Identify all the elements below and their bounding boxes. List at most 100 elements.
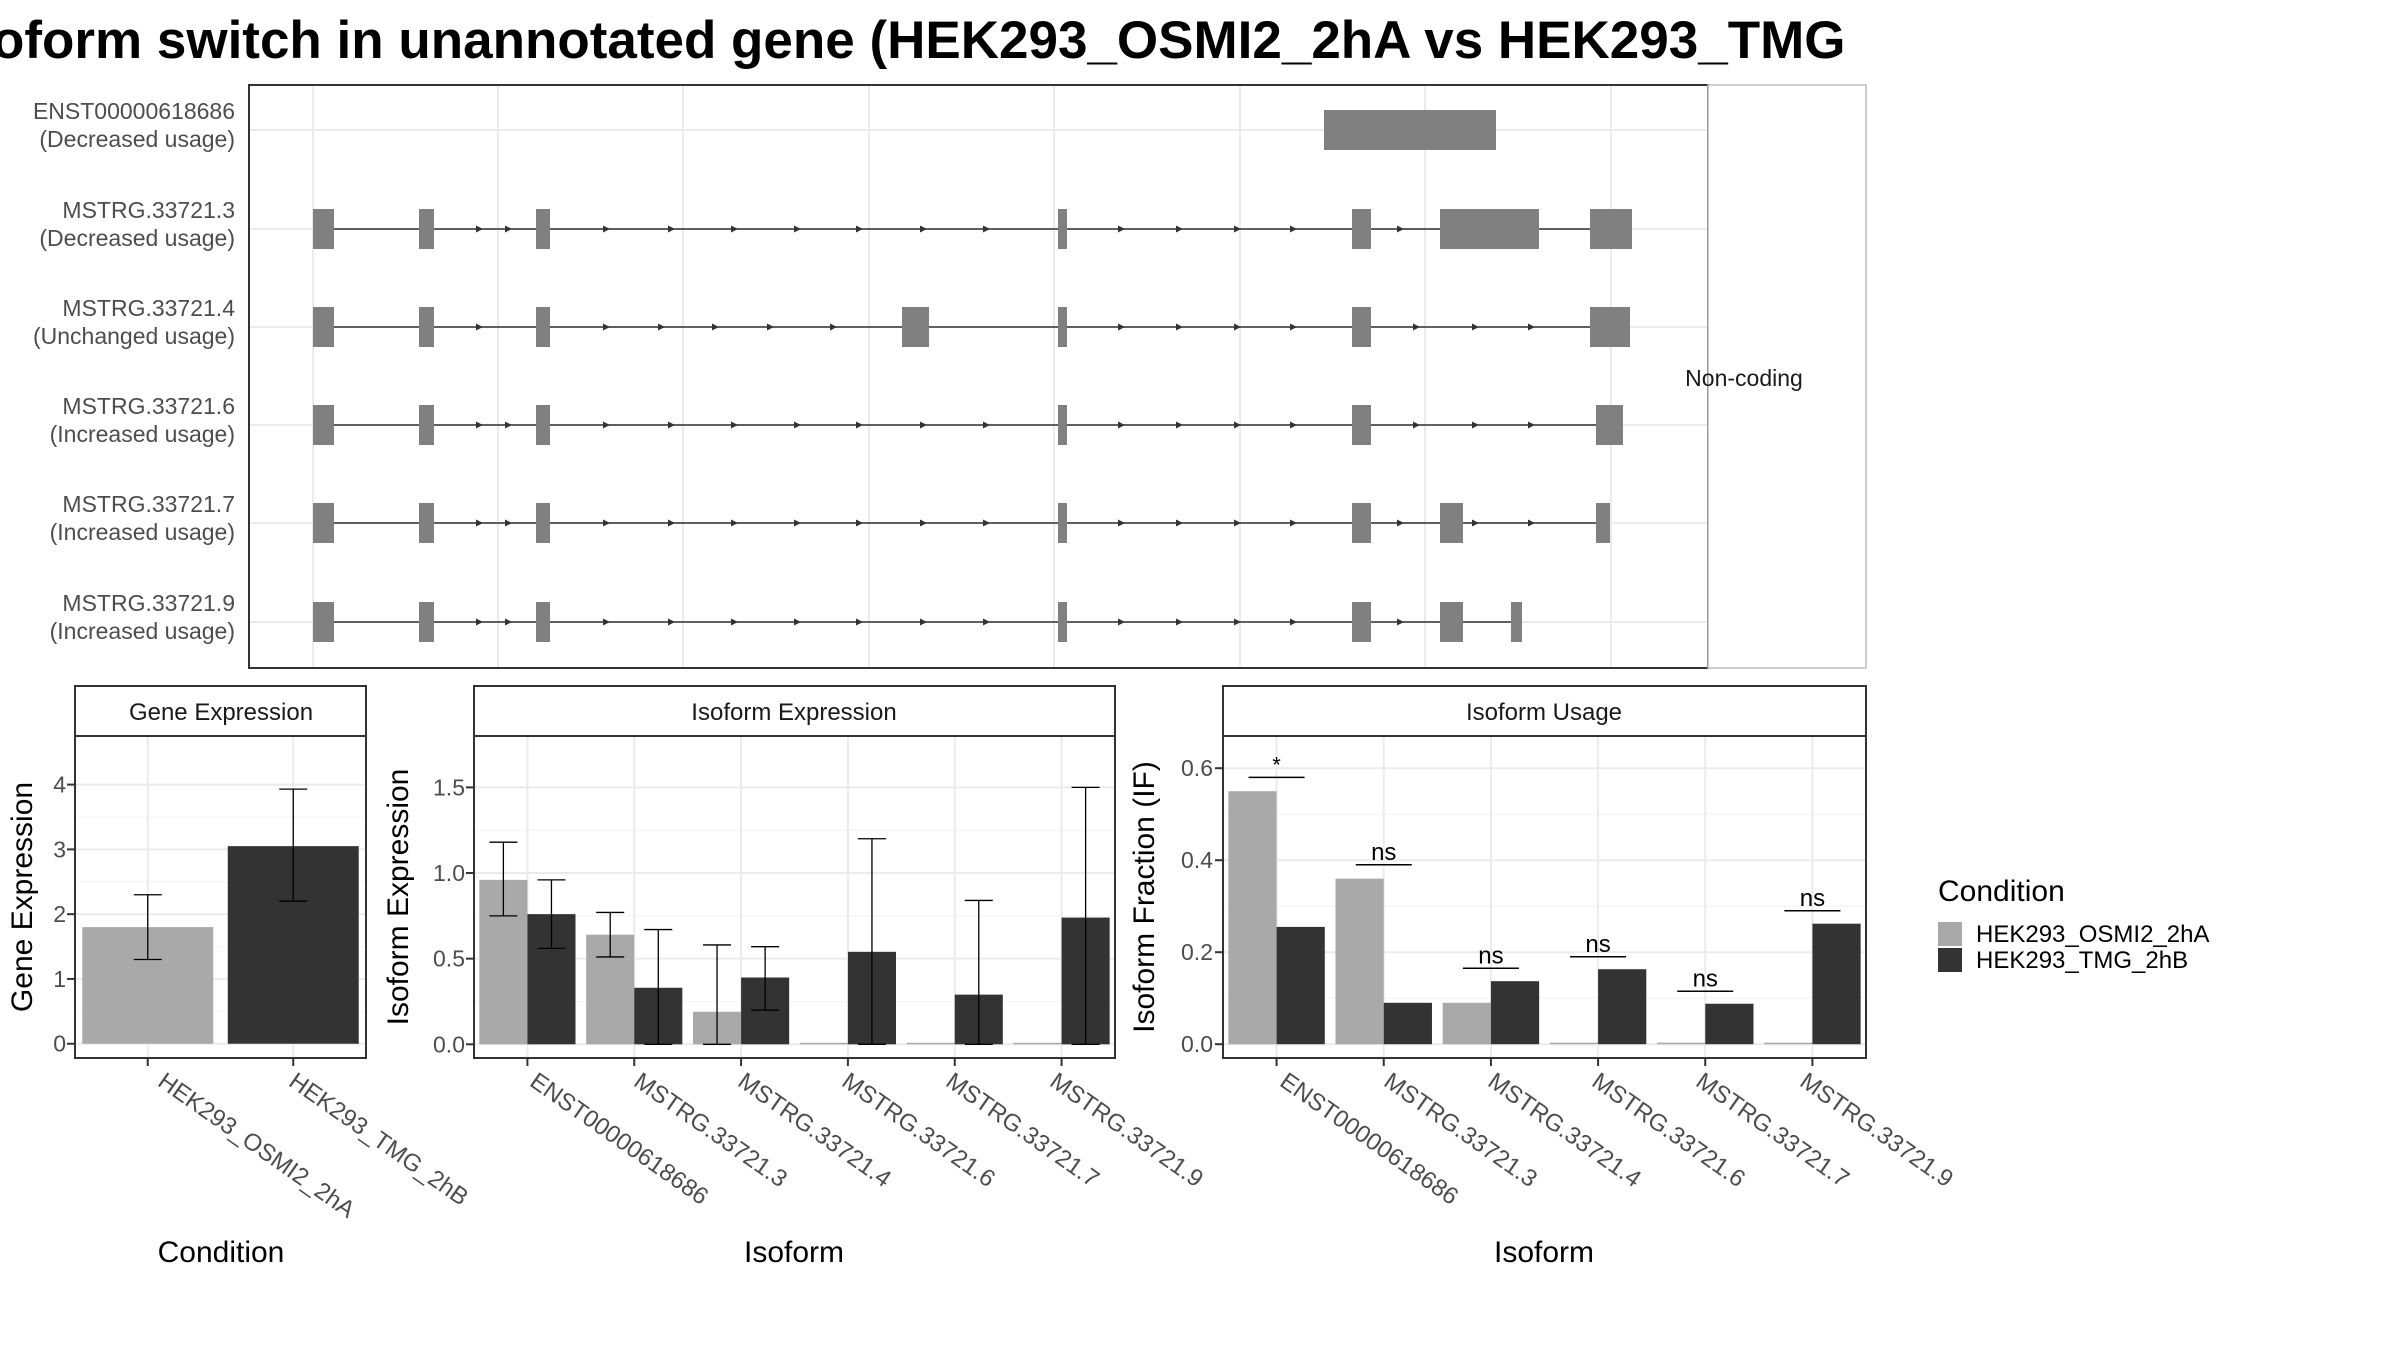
exon-block [1352,209,1371,249]
facet-strip [1222,685,1867,737]
y-tick-label: 0.4 [1181,847,1213,873]
exon-block [1352,307,1371,347]
strand-arrow [1290,225,1297,233]
exon-block [1596,405,1623,445]
error-bar [1071,786,1100,1045]
data-bar [1276,926,1325,1045]
transcript-row: MSTRG.33721.4(Unchanged usage) [33,295,1630,349]
data-bar [799,1042,848,1045]
strand-arrow [767,323,774,331]
exon-block [1058,405,1067,445]
strand-arrow [1234,421,1241,429]
exon-block [1058,209,1067,249]
strand-arrow [1472,323,1479,331]
legend-title: Condition [1938,875,2065,908]
exon-block [1590,307,1630,347]
legend-swatch [1938,948,1962,972]
strand-arrow [983,519,990,527]
strand-arrow [794,421,801,429]
strand-arrow [731,519,738,527]
exon-block [1324,110,1496,150]
strand-arrow [983,225,990,233]
exon-block [1352,503,1371,543]
data-bar [1383,1002,1432,1045]
strand-arrow [1528,421,1535,429]
strand-arrow [1176,421,1183,429]
significance-marker: ns [1677,965,1734,992]
strand-arrow [1176,225,1183,233]
exon-block [313,307,334,347]
transcript-usage-label: (Unchanged usage) [33,323,235,349]
significance-marker: ns [1462,942,1519,969]
y-tick-label: 0 [53,1031,66,1057]
strand-arrow [668,421,675,429]
exon-block [1440,209,1539,249]
x-tick-label: ENST00000618686 [1275,1068,1463,1211]
error-bar [133,894,162,961]
y-tick-label: 0.6 [1181,755,1213,781]
panel-title: Gene Expression [129,699,313,726]
strand-arrow [1397,519,1404,527]
strand-arrow [603,519,610,527]
strand-arrow [731,421,738,429]
y-tick-label: 1 [53,966,66,992]
strand-arrow [1290,618,1297,626]
y-axis-title: Gene Expression [6,782,39,1012]
transcript-row: MSTRG.33721.6(Increased usage) [50,393,1623,447]
y-tick-label: 1.5 [433,774,465,800]
strand-arrow [1413,421,1420,429]
exon-block [419,307,434,347]
exon-block [902,307,929,347]
error-bar [537,879,566,950]
significance-label: ns [1371,839,1396,866]
data-bar [906,1042,955,1045]
transcript-id-label: MSTRG.33721.6 [62,393,235,419]
transcript-structure-panel: ENST00000618686(Decreased usage)MSTRG.33… [33,84,1867,669]
exon-block [313,405,334,445]
exon-block [1511,602,1522,642]
strand-arrow [731,618,738,626]
exon-block [1590,209,1632,249]
exon-block [536,602,550,642]
data-bar [1598,969,1647,1045]
significance-label: * [1272,752,1281,777]
facet-strip [473,685,1116,737]
strand-arrow [1290,323,1297,331]
transcript-usage-label: (Increased usage) [50,519,235,545]
transcript-id-label: MSTRG.33721.4 [62,295,235,321]
strand-arrow [668,618,675,626]
data-bar [1013,1042,1062,1045]
y-tick-label: 2 [53,901,66,927]
exon-block [1440,503,1463,543]
bar-panel: Isoform Expression 0.0 0.5 1.0 1.5 Isoform Ex… [382,685,1208,1269]
exon-block [1058,307,1067,347]
strand-arrow [603,618,610,626]
strand-arrow [983,618,990,626]
plot-background [474,736,1115,1058]
y-tick-label: 0.5 [433,946,465,972]
error-bar [489,841,518,917]
significance-marker: ns [1570,931,1627,958]
exon-block [536,405,550,445]
strand-arrow [1118,323,1125,331]
legend-item-label: HEK293_OSMI2_2hA [1976,921,2209,948]
significance-marker: ns [1355,839,1412,866]
strand-arrow [1118,225,1125,233]
transcript-id-label: MSTRG.33721.9 [62,590,235,616]
significance-label: ns [1800,885,1825,912]
strand-arrow [920,618,927,626]
data-bar [1812,923,1861,1045]
strand-arrow [1176,519,1183,527]
strand-arrow [856,225,863,233]
facet-strip [74,685,367,737]
x-axis-title: Isoform [1494,1236,1594,1269]
strand-arrow [1472,519,1479,527]
bar-panel: * ns ns ns ns ns Isoform Usage 0.0 0.2 0.4 0.6 Isof… [1128,685,1958,1269]
strand-arrow [1397,225,1404,233]
strand-arrow [1234,519,1241,527]
strand-arrow [1472,421,1479,429]
strand-arrow [731,225,738,233]
exon-block [1058,503,1067,543]
